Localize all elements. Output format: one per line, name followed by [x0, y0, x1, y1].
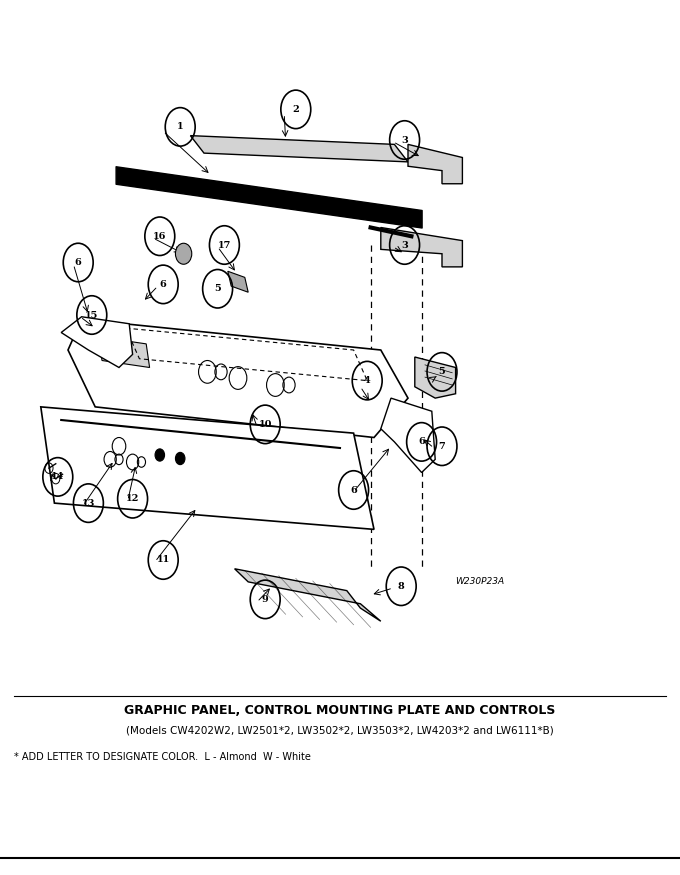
- Text: 11: 11: [156, 556, 170, 564]
- Text: 5: 5: [439, 368, 445, 376]
- Circle shape: [155, 449, 165, 461]
- Polygon shape: [41, 407, 374, 529]
- Circle shape: [175, 243, 192, 264]
- Polygon shape: [381, 228, 462, 267]
- Text: 15: 15: [85, 311, 99, 319]
- Text: 5: 5: [214, 284, 221, 293]
- Polygon shape: [415, 357, 456, 398]
- Text: W230P23A: W230P23A: [456, 578, 505, 586]
- Polygon shape: [381, 398, 435, 472]
- Text: 3: 3: [401, 241, 408, 249]
- Text: 3: 3: [401, 136, 408, 144]
- Text: 12: 12: [126, 494, 139, 503]
- Text: 6: 6: [418, 438, 425, 446]
- Text: 4: 4: [364, 376, 371, 385]
- Text: 9: 9: [262, 595, 269, 604]
- Text: 6: 6: [350, 486, 357, 494]
- Polygon shape: [99, 337, 150, 368]
- Polygon shape: [235, 569, 381, 621]
- Text: 16: 16: [153, 232, 167, 241]
- Text: GRAPHIC PANEL, CONTROL MOUNTING PLATE AND CONTROLS: GRAPHIC PANEL, CONTROL MOUNTING PLATE AN…: [124, 704, 556, 717]
- Text: 13: 13: [82, 499, 95, 507]
- Text: 2: 2: [292, 105, 299, 114]
- Polygon shape: [228, 271, 248, 292]
- Circle shape: [175, 452, 185, 465]
- Polygon shape: [68, 319, 408, 438]
- Text: * ADD LETTER TO DESIGNATE COLOR.  L - Almond  W - White: * ADD LETTER TO DESIGNATE COLOR. L - Alm…: [14, 752, 311, 762]
- Text: 14: 14: [51, 473, 65, 481]
- Text: 10: 10: [258, 420, 272, 429]
- Text: 8: 8: [398, 582, 405, 591]
- Polygon shape: [408, 144, 462, 184]
- Text: 6: 6: [160, 280, 167, 289]
- Text: 6: 6: [75, 258, 82, 267]
- Text: 7: 7: [439, 442, 445, 451]
- Polygon shape: [190, 136, 408, 162]
- Text: (Models CW4202W2, LW2501*2, LW3502*2, LW3503*2, LW4203*2 and LW6111*B): (Models CW4202W2, LW2501*2, LW3502*2, LW…: [126, 725, 554, 736]
- Text: 17: 17: [218, 241, 231, 249]
- Polygon shape: [61, 317, 133, 368]
- Text: 1: 1: [177, 123, 184, 131]
